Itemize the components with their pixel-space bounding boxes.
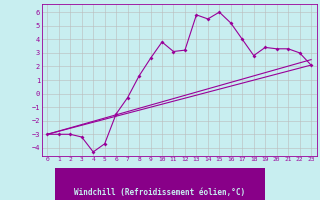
Text: Windchill (Refroidissement éolien,°C): Windchill (Refroidissement éolien,°C) — [75, 188, 245, 196]
